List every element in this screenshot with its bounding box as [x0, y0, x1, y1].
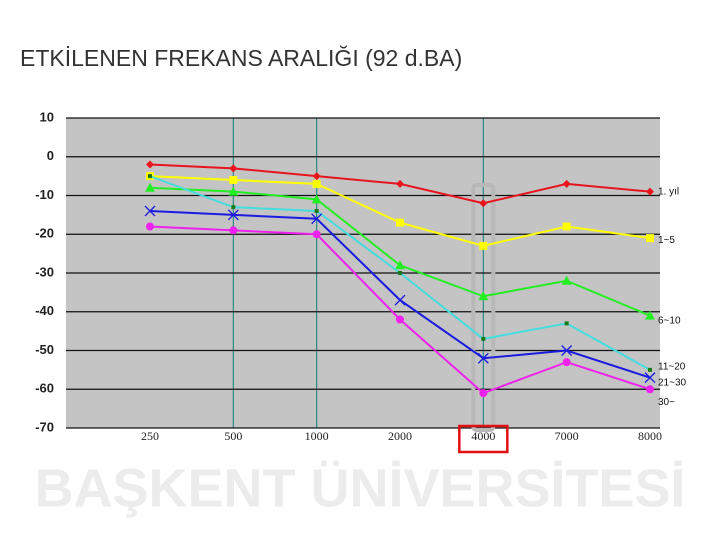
marker — [395, 218, 404, 227]
watermark: BAŞKENT ÜNİVERSİTESİ — [34, 458, 685, 518]
x-tick-label: 250 — [141, 429, 159, 443]
marker — [148, 174, 152, 179]
y-tick-label: -70 — [35, 419, 54, 434]
marker — [146, 160, 154, 169]
marker — [394, 260, 405, 270]
y-tick-label: 0 — [47, 148, 54, 163]
x-tick-label: 2000 — [388, 429, 412, 443]
marker — [647, 367, 652, 372]
marker — [312, 172, 321, 181]
marker — [229, 164, 238, 173]
marker — [645, 385, 654, 394]
marker — [395, 179, 404, 188]
marker — [312, 179, 321, 188]
marker — [394, 294, 406, 306]
y-tick-label: -50 — [35, 342, 54, 357]
legend-label: 11~20 — [658, 362, 686, 373]
marker — [478, 291, 489, 301]
chart-title: ETKİLENEN FREKANS ARALIĞI (92 d.BA) — [20, 45, 462, 71]
legend-label: 1. yıl — [658, 186, 679, 197]
legend-label: 1~5 — [658, 235, 675, 246]
marker — [311, 213, 323, 225]
marker — [229, 176, 238, 184]
marker — [561, 345, 573, 356]
marker — [645, 234, 654, 243]
marker — [561, 275, 572, 285]
marker — [312, 230, 321, 239]
legend-label: 30~ — [658, 397, 675, 408]
marker — [479, 241, 488, 250]
x-tick-label: 8000 — [638, 429, 662, 443]
y-tick-label: -20 — [35, 226, 54, 241]
marker — [314, 209, 319, 213]
marker — [644, 372, 656, 384]
x-tick-label: 1000 — [305, 429, 329, 443]
marker — [228, 186, 239, 196]
y-tick-label: -30 — [35, 264, 54, 279]
marker — [562, 179, 571, 188]
marker — [477, 352, 489, 364]
y-tick-label: -40 — [35, 303, 54, 318]
marker — [397, 271, 402, 275]
marker — [146, 222, 154, 231]
y-tick-label: -60 — [35, 381, 54, 396]
marker — [145, 182, 155, 192]
highlight-label — [458, 424, 509, 454]
marker — [227, 209, 239, 221]
marker — [481, 336, 486, 341]
legend-label: 21~30 — [658, 377, 687, 388]
marker — [479, 199, 488, 208]
marker — [229, 226, 238, 235]
marker — [562, 222, 571, 231]
marker — [231, 205, 236, 210]
marker — [479, 389, 488, 398]
marker — [311, 194, 322, 204]
marker — [144, 205, 156, 217]
y-tick-label: -10 — [35, 187, 54, 202]
marker — [564, 321, 569, 326]
legend-label: 6~10 — [658, 315, 681, 326]
marker — [395, 315, 404, 324]
marker — [562, 358, 571, 367]
y-tick-label: 10 — [40, 109, 54, 124]
marker — [645, 187, 654, 196]
highlight-column — [471, 183, 496, 432]
x-tick-label: 7000 — [555, 429, 579, 443]
x-tick-label: 500 — [224, 429, 242, 443]
x-tick-label: 4000 — [471, 429, 495, 443]
marker — [644, 310, 655, 320]
